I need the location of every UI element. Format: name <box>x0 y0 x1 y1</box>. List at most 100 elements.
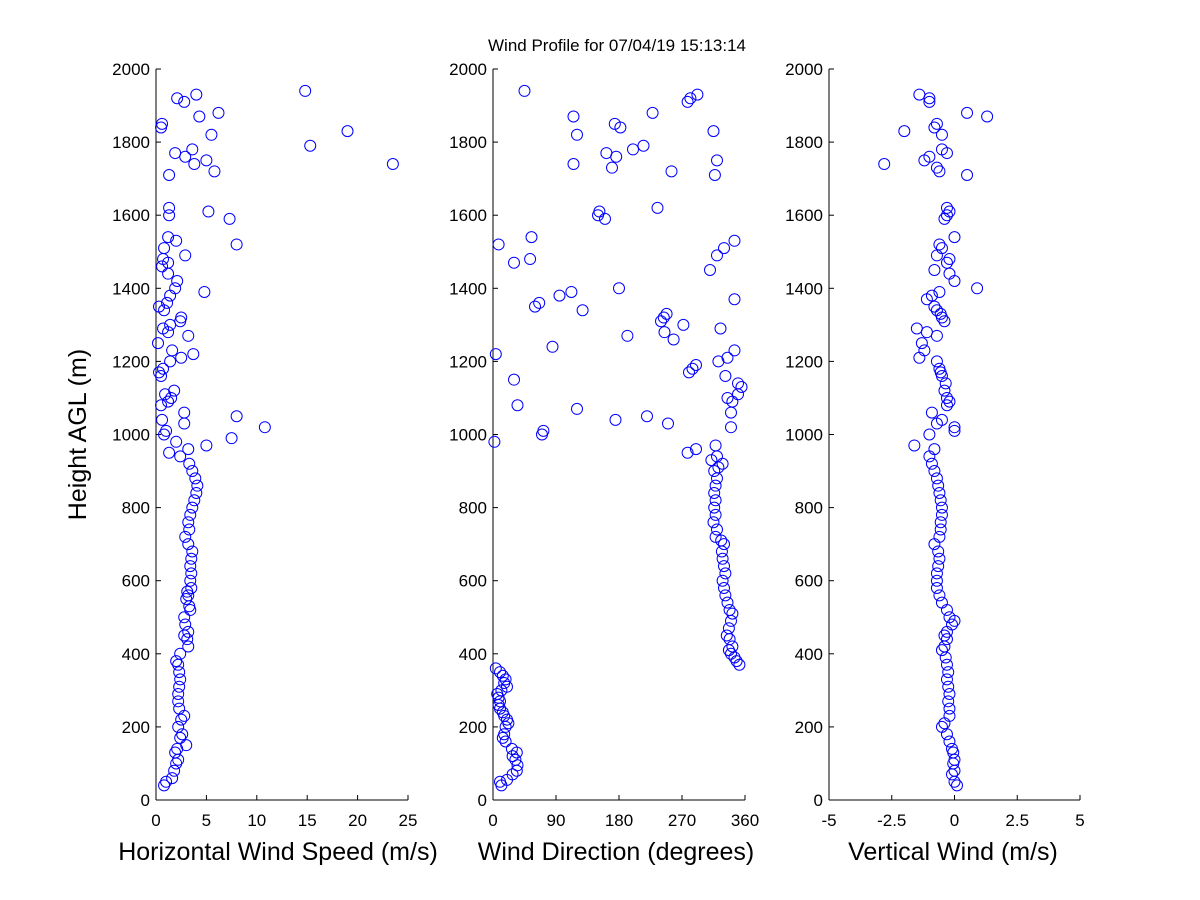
chart-speed-ytick-label: 600 <box>122 572 150 591</box>
chart-direction-point <box>511 759 524 772</box>
chart-speed-point <box>162 395 175 408</box>
chart-direction-point <box>716 552 729 565</box>
chart-direction-point <box>725 421 737 434</box>
chart-speed-point <box>172 695 185 708</box>
chart-direction-point <box>499 735 512 748</box>
chart-speed-point <box>184 508 197 521</box>
chart-speed-point <box>174 647 187 660</box>
chart-speed-point <box>172 688 185 701</box>
chart-direction-point <box>690 443 702 456</box>
chart-speed-point <box>171 92 184 105</box>
chart-vertical-point <box>928 465 941 478</box>
chart-speed-point <box>304 139 317 152</box>
chart-vertical-point <box>935 128 948 141</box>
chart-direction-point <box>509 753 522 766</box>
chart-vertical-xtick-label: -5 <box>821 811 836 830</box>
chart-vertical-point <box>939 377 952 390</box>
chart-direction-point <box>608 117 621 130</box>
chart-vertical-point <box>930 472 943 485</box>
chart-direction-point <box>567 110 580 123</box>
chart-speed-point <box>181 585 194 598</box>
chart-direction-point <box>709 494 722 507</box>
chart-vertical-point <box>923 428 936 441</box>
chart-direction-ytick-label: 800 <box>459 499 487 518</box>
chart-direction-point <box>496 706 509 719</box>
chart-speed-point <box>173 680 186 693</box>
chart-speed-point <box>200 439 213 452</box>
chart-direction-ytick-label: 200 <box>459 718 487 737</box>
chart-direction-point <box>718 560 730 573</box>
chart-vertical-point <box>934 516 947 529</box>
chart-direction-point <box>719 370 732 383</box>
chart-vertical-ytick-label: 1200 <box>785 352 823 371</box>
chart-direction-point <box>708 465 721 478</box>
chart-speed-point <box>185 552 198 565</box>
chart-speed-point <box>202 205 215 218</box>
chart-speed-xtick-label: 0 <box>151 811 160 830</box>
chart-direction-point <box>708 501 721 514</box>
chart-direction-ytick-label: 1800 <box>449 133 487 152</box>
chart-speed-point <box>186 501 199 514</box>
chart-speed-point <box>174 450 187 463</box>
chart-vertical-point <box>933 285 946 298</box>
chart-speed-point <box>182 538 195 551</box>
chart-vertical-point <box>943 205 956 218</box>
chart-vertical-point <box>971 282 984 295</box>
chart-speed-point <box>157 322 170 335</box>
chart-speed-point <box>172 720 185 733</box>
chart-vertical-point <box>910 322 923 335</box>
chart-speed-point <box>299 84 312 97</box>
chart-vertical-panel: 0 200 400 600 800 1000 1200 1400 1600 1800 2000 -5 -… <box>785 60 1085 866</box>
chart-direction-point <box>709 479 722 492</box>
chart-vertical-point <box>938 384 951 397</box>
chart-vertical-point <box>933 238 946 251</box>
chart-speed-xtick-label: 5 <box>202 811 211 830</box>
chart-speed-point <box>258 421 271 434</box>
chart-vertical-point <box>930 117 943 130</box>
chart-speed-point <box>166 344 179 357</box>
chart-vertical-point <box>928 443 941 456</box>
chart-direction-point <box>709 439 722 452</box>
chart-direction-point <box>662 417 674 430</box>
chart-direction-point <box>593 205 606 218</box>
chart-vertical-point <box>935 596 948 609</box>
chart-direction-point <box>511 399 524 412</box>
chart-speed-ytick-label: 800 <box>122 499 150 518</box>
chart-speed-point <box>156 117 169 130</box>
chart-speed-point <box>186 143 199 156</box>
chart-speed-point <box>168 384 181 397</box>
chart-vertical-point <box>935 501 948 514</box>
chart-speed-point <box>153 300 166 313</box>
chart-direction-point <box>681 95 694 108</box>
chart-speed-point <box>163 168 176 181</box>
chart-vertical-point <box>930 355 943 368</box>
chart-vertical-ytick-label: 200 <box>795 718 823 737</box>
chart-speed-point <box>208 165 221 178</box>
chart-speed-point <box>173 666 186 679</box>
chart-vertical-xtick-label: -2.5 <box>877 811 906 830</box>
chart-vertical-point <box>908 439 921 452</box>
chart-vertical-ytick-label: 400 <box>795 645 823 664</box>
chart-speed-point <box>169 282 182 295</box>
chart-vertical-point <box>925 457 938 470</box>
chart-direction-point <box>708 168 721 181</box>
chart-direction-point <box>723 603 736 616</box>
chart-speed-point <box>200 154 213 167</box>
chart-speed-point <box>186 465 199 478</box>
chart-direction-point <box>711 523 723 536</box>
chart-direction-point <box>719 589 732 602</box>
chart-direction-point <box>606 161 618 174</box>
chart-direction-point <box>508 256 520 269</box>
chart-vertical-ytick-label: 2000 <box>785 60 823 79</box>
chart-direction-point <box>508 373 520 386</box>
chart-speed-point <box>189 472 202 485</box>
chart-speed-point <box>186 545 199 558</box>
chart-vertical-point <box>934 307 947 320</box>
chart-vertical-ytick-label: 600 <box>795 572 823 591</box>
chart-direction-point <box>576 304 589 317</box>
chart-direction-point <box>684 92 697 105</box>
chart-vertical-point <box>948 421 961 434</box>
chart-vertical-point <box>940 256 953 269</box>
chart-speed-point <box>170 234 183 247</box>
chart-vertical-point <box>935 143 948 156</box>
